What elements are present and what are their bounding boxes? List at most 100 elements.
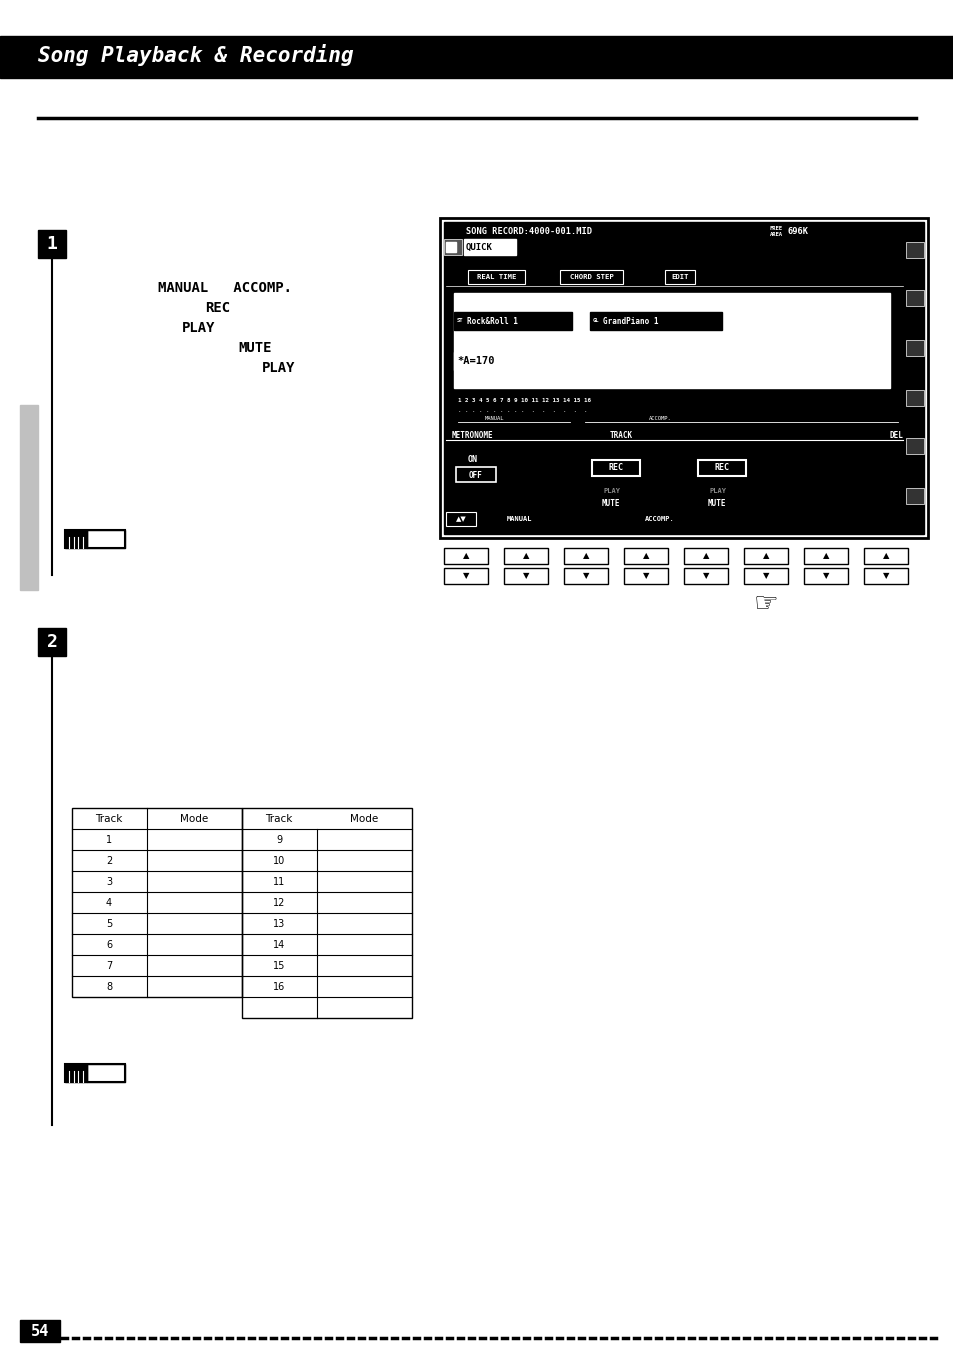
Bar <box>863 549 907 563</box>
Text: 1 2 3 4 5 6 7 8 9 10 11 12 13 14 15 16: 1 2 3 4 5 6 7 8 9 10 11 12 13 14 15 16 <box>457 399 590 404</box>
Bar <box>863 567 907 584</box>
Bar <box>559 270 622 284</box>
Text: DEL: DEL <box>889 431 902 439</box>
Bar <box>623 549 667 563</box>
Bar <box>905 340 923 357</box>
Bar <box>563 549 607 563</box>
Bar <box>38 230 66 258</box>
Text: LF: LF <box>457 297 465 303</box>
Text: REC: REC <box>608 463 623 473</box>
Bar <box>446 512 476 526</box>
Text: 13: 13 <box>273 919 285 929</box>
Bar <box>503 567 547 584</box>
Text: 11: 11 <box>273 877 285 888</box>
Text: 2: 2 <box>106 857 112 866</box>
Text: ☞: ☞ <box>753 590 778 617</box>
Text: GL: GL <box>593 319 598 323</box>
Bar <box>443 567 488 584</box>
Text: ▼: ▼ <box>821 571 828 581</box>
Text: 3: 3 <box>106 877 112 888</box>
Bar <box>65 1065 87 1082</box>
Text: MUTE: MUTE <box>707 500 726 508</box>
Text: Track: Track <box>265 815 293 824</box>
Text: 12: 12 <box>273 898 285 908</box>
Bar <box>71 808 242 997</box>
Text: *A=170: *A=170 <box>456 357 494 366</box>
Bar <box>905 438 923 454</box>
Bar <box>905 290 923 305</box>
Text: ▲: ▲ <box>882 551 888 561</box>
Bar <box>623 567 667 584</box>
Text: MANUAL: MANUAL <box>485 416 504 420</box>
Text: ▲: ▲ <box>522 551 529 561</box>
Text: MUTE: MUTE <box>601 500 619 508</box>
Text: 14: 14 <box>273 940 285 950</box>
Text: ▲: ▲ <box>702 551 708 561</box>
Bar <box>454 293 889 388</box>
Text: ▼: ▼ <box>702 571 708 581</box>
Text: ST: ST <box>456 319 463 323</box>
Text: R2: R2 <box>593 342 598 346</box>
Text: 8: 8 <box>106 982 112 992</box>
Text: 16: 16 <box>273 982 285 992</box>
Text: TRACK: TRACK <box>609 431 633 439</box>
Bar <box>743 549 787 563</box>
Text: REAL TIME: REAL TIME <box>476 274 516 280</box>
Text: REC: REC <box>714 463 729 473</box>
Text: ▲: ▲ <box>642 551 649 561</box>
Bar <box>456 467 496 482</box>
Bar <box>683 567 727 584</box>
Bar <box>698 459 745 476</box>
Text: ▼: ▼ <box>462 571 469 581</box>
Text: PLAY: PLAY <box>262 361 295 376</box>
Text: 10: 10 <box>273 857 285 866</box>
Bar <box>38 628 66 657</box>
Text: Mode: Mode <box>350 815 377 824</box>
Text: 5: 5 <box>106 919 112 929</box>
Bar <box>905 242 923 258</box>
Text: ◄: ◄ <box>450 245 456 250</box>
Text: 4: 4 <box>106 898 112 908</box>
Text: 696K: 696K <box>787 227 808 235</box>
Text: EDIT: EDIT <box>671 274 688 280</box>
Bar <box>20 405 38 590</box>
Bar <box>65 530 87 549</box>
Text: PLAY: PLAY <box>709 488 726 494</box>
Text: OFF: OFF <box>469 470 482 480</box>
Bar <box>803 567 847 584</box>
Bar <box>905 488 923 504</box>
Text: MANUAL: MANUAL <box>507 516 532 521</box>
Text: Tenor Sax: Tenor Sax <box>609 296 655 304</box>
Bar <box>65 1065 125 1082</box>
Bar <box>589 312 721 330</box>
Text: ▼: ▼ <box>522 571 529 581</box>
Bar <box>443 222 923 534</box>
Bar <box>803 549 847 563</box>
Bar <box>439 218 927 538</box>
Text: ▼: ▼ <box>642 571 649 581</box>
Text: ▼: ▼ <box>582 571 589 581</box>
Bar <box>463 239 516 255</box>
Text: Song Playback & Recording: Song Playback & Recording <box>38 45 354 66</box>
Bar <box>0 36 953 78</box>
Text: PLAY: PLAY <box>603 488 620 494</box>
Text: MANUAL   ACCOMP.: MANUAL ACCOMP. <box>158 281 292 295</box>
Bar <box>443 239 461 255</box>
Text: GrandPiano 1: GrandPiano 1 <box>602 316 658 326</box>
Text: LB: LB <box>599 297 607 303</box>
Text: . . . . . . . . . .  .  .  .  .  .  .: . . . . . . . . . . . . . . . . <box>457 408 587 413</box>
Bar <box>20 1320 60 1342</box>
Text: ACCOMP.: ACCOMP. <box>648 416 671 420</box>
Text: 1: 1 <box>106 835 112 844</box>
Bar <box>242 808 412 1019</box>
Text: ▼: ▼ <box>882 571 888 581</box>
Bar <box>87 530 125 549</box>
Text: REC: REC <box>205 301 230 315</box>
Text: Mode: Mode <box>180 815 208 824</box>
Text: FREE: FREE <box>769 226 782 231</box>
Text: Clean Guitar: Clean Guitar <box>468 296 527 304</box>
Text: 54: 54 <box>30 1324 49 1339</box>
Text: CHORD STEP: CHORD STEP <box>569 274 613 280</box>
Text: Rock&Roll 1: Rock&Roll 1 <box>467 316 517 326</box>
Text: ▲: ▲ <box>821 551 828 561</box>
